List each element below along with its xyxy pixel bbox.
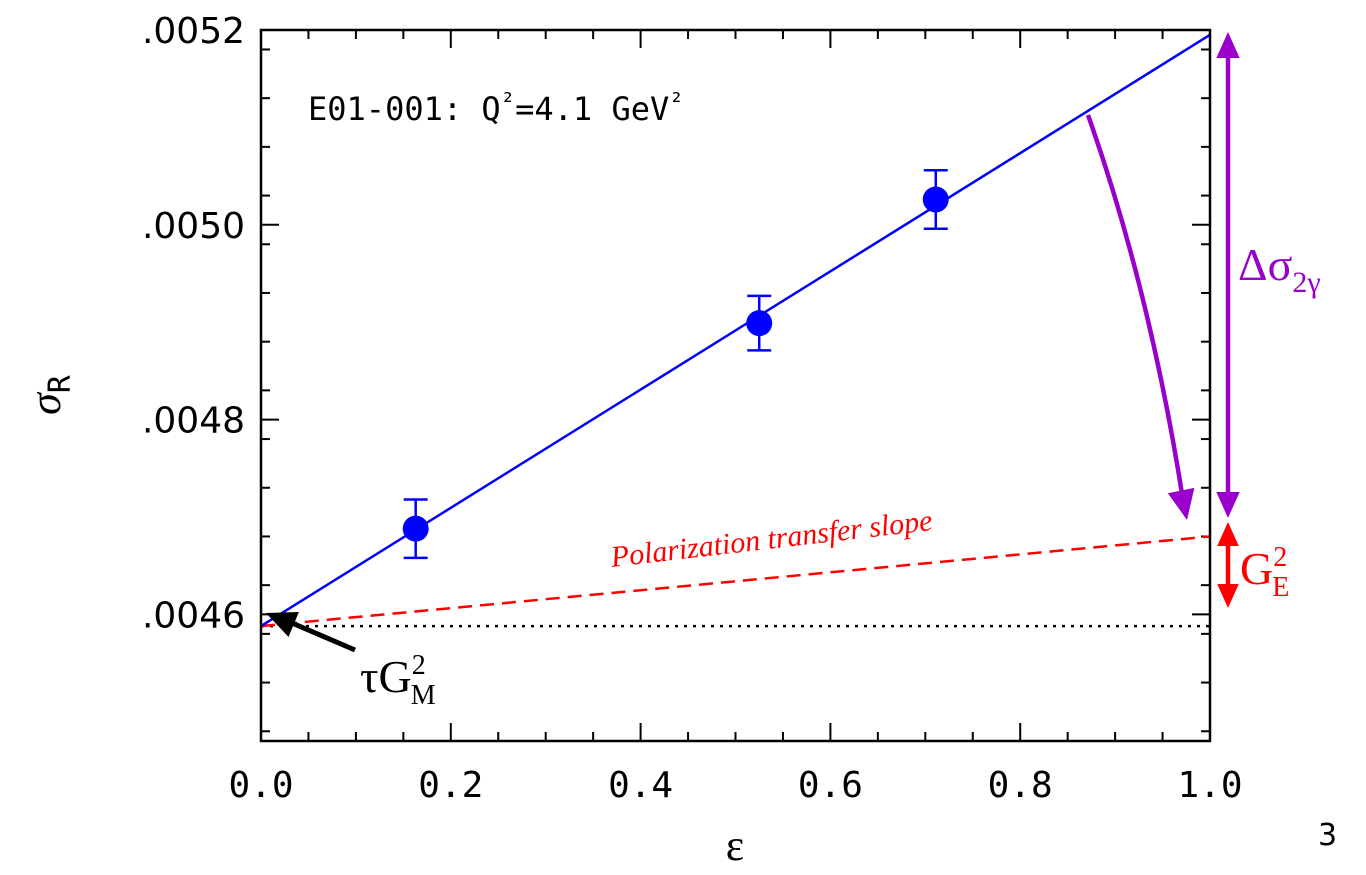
label-subscript: 2γ <box>1292 266 1320 299</box>
y-tick-label: .0048 <box>142 401 245 442</box>
data-point <box>746 310 773 337</box>
label-superscript: 2 <box>412 650 426 681</box>
label-subscript: M <box>411 680 436 711</box>
axis-ticks: 0.0 0.2 0.4 0.6 0.8 1.0 .0046 .0048 .0050 .0052 <box>142 11 1243 806</box>
page-number: 3 <box>1318 818 1338 853</box>
title-text: E01-001: Q <box>308 90 501 128</box>
delta-sigma-2gamma-label: Δσ2γ <box>1238 239 1321 299</box>
plot-frame <box>259 28 1212 743</box>
y-label-subscript: R <box>43 374 78 393</box>
y-tick-label: .0052 <box>142 11 245 52</box>
label-base: τG <box>360 651 412 702</box>
label-base: G <box>1240 543 1273 594</box>
polarization-transfer-label: Polarization transfer slope <box>608 504 934 574</box>
x-tick-label: 0.4 <box>608 765 673 806</box>
title-superscript: ² <box>669 88 683 116</box>
label-subscript: E <box>1272 572 1289 603</box>
y-label-symbol: σ <box>21 391 70 415</box>
polarization-transfer-dashed-line <box>260 535 1211 628</box>
chart-title: E01-001: Q²=4.1 GeV² <box>308 88 684 128</box>
ge2-arrow-head-up <box>1217 522 1239 546</box>
two-photon-curved-arrow-head <box>1167 487 1195 520</box>
two-photon-curved-arrow <box>1085 114 1186 501</box>
data-point <box>922 186 949 213</box>
ge2-label: G2 E <box>1240 542 1289 603</box>
x-tick-label: 0.2 <box>418 765 483 806</box>
title-superscript: ² <box>501 88 515 116</box>
tau-gm2-label: τG2 M <box>360 650 436 711</box>
x-axis-label: ε <box>726 821 744 870</box>
y-axis-label: σR <box>21 374 78 415</box>
label-base: Δσ <box>1238 239 1293 290</box>
data-points <box>402 169 949 560</box>
title-text: =4.1 GeV <box>515 90 669 128</box>
intercept-arrow-head <box>266 612 299 637</box>
y-tick-label: .0046 <box>142 595 245 636</box>
x-tick-label: 1.0 <box>1177 765 1242 806</box>
data-point <box>402 515 429 542</box>
x-tick-label: 0.8 <box>988 765 1053 806</box>
label-superscript: 2 <box>1273 542 1287 573</box>
ge2-arrow-head-down <box>1217 584 1239 608</box>
delta-sigma-arrow-head-down <box>1216 492 1240 518</box>
x-tick-label: 0.0 <box>228 765 293 806</box>
x-tick-label: 0.6 <box>798 765 863 806</box>
delta-sigma-arrow-head-up <box>1216 32 1240 58</box>
annotations <box>266 32 1240 653</box>
intercept-arrow-shaft <box>284 617 356 653</box>
y-tick-label: .0050 <box>142 206 245 247</box>
